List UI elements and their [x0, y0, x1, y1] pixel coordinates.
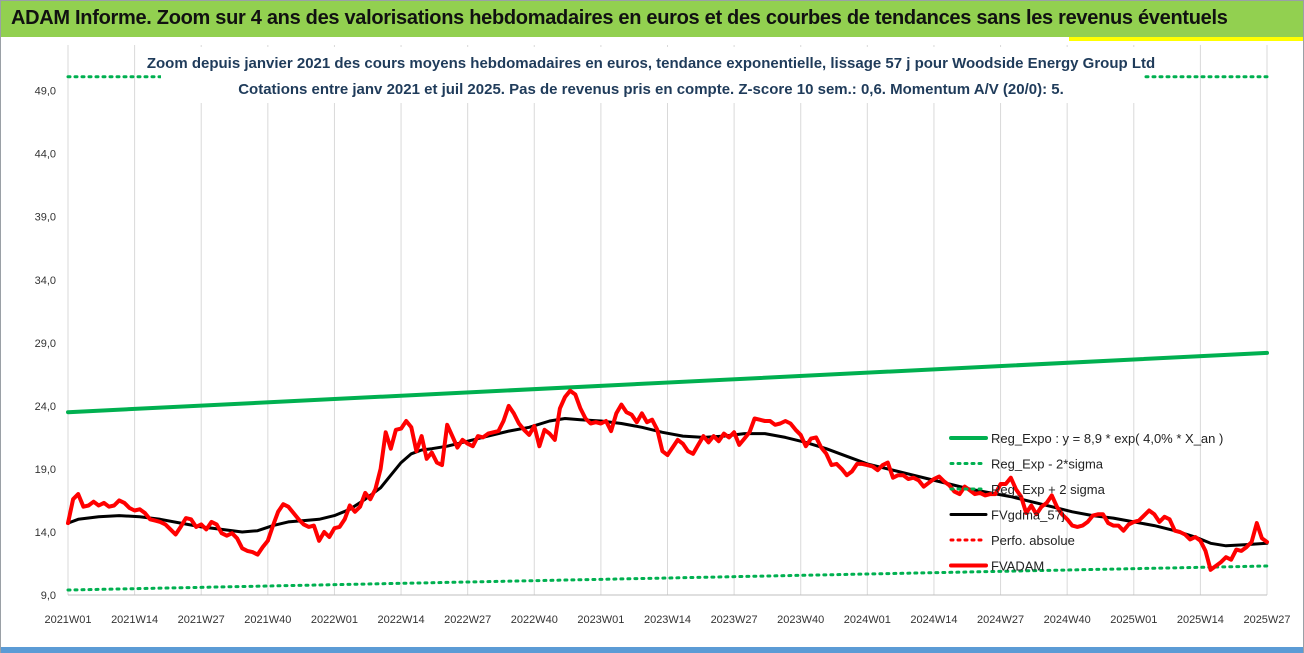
x-tick-label: 2021W14	[111, 614, 158, 626]
x-tick-label: 2022W01	[311, 614, 358, 626]
x-tick-label: 2025W01	[1110, 614, 1157, 626]
legend-label-4: Perfo. absolue	[991, 533, 1075, 548]
y-tick-label: 39,0	[35, 212, 56, 224]
series-line-0	[66, 350, 1269, 415]
line-chart: 9,0 14,0 19,0 24,0 29,0 34,0 39,0 44,0 49,0 2021…	[35, 45, 1291, 626]
grid	[67, 45, 1268, 595]
y-tick-labels: 9,0 14,0 19,0 24,0 29,0 34,0 39,0 44,0 49,0	[35, 86, 56, 602]
legend-label-2: Reg_Exp + 2 sigma	[991, 482, 1106, 497]
chart-title: Zoom depuis janvier 2021 des cours moyen…	[147, 55, 1155, 72]
x-tick-labels: 2021W01 2021W14 2021W27 2021W40 2022W01 2022W…	[44, 614, 1290, 626]
y-tick-label: 9,0	[41, 590, 56, 602]
x-tick-label: 2024W14	[910, 614, 957, 626]
chart-subtitle: Cotations entre janv 2021 et juil 2025. …	[238, 81, 1064, 98]
x-tick-label: 2024W27	[977, 614, 1024, 626]
x-tick-label: 2024W40	[1044, 614, 1091, 626]
x-tick-label: 2023W14	[644, 614, 691, 626]
x-tick-label: 2025W14	[1177, 614, 1224, 626]
x-tick-label: 2021W27	[178, 614, 225, 626]
bottom-strip	[1, 647, 1303, 653]
y-tick-label: 44,0	[35, 149, 56, 161]
x-tick-label: 2023W27	[711, 614, 758, 626]
series-line-5	[66, 388, 1269, 572]
y-tick-label: 29,0	[35, 338, 56, 350]
banner: ADAM Informe. Zoom sur 4 ans des valoris…	[1, 1, 1303, 37]
legend-label-0: Reg_Expo : y = 8,9 * exp( 4,0% * X_an )	[991, 431, 1223, 446]
y-tick-label: 24,0	[35, 401, 56, 413]
x-tick-label: 2022W40	[511, 614, 558, 626]
legend-label-3: FVgdma_57j	[991, 508, 1065, 523]
legend-label-1: Reg_Exp - 2*sigma	[991, 457, 1104, 472]
legend-label-5: FVADAM	[991, 559, 1044, 574]
x-tick-label: 2022W27	[444, 614, 491, 626]
legend: Reg_Expo : y = 8,9 * exp( 4,0% * X_an ) R…	[949, 431, 1223, 574]
x-tick-label: 2021W40	[244, 614, 291, 626]
y-tick-label: 14,0	[35, 527, 56, 539]
series	[66, 75, 1269, 592]
x-tick-label: 2025W27	[1243, 614, 1290, 626]
x-tick-label: 2023W40	[777, 614, 824, 626]
y-tick-label: 34,0	[35, 275, 56, 287]
x-tick-label: 2023W01	[577, 614, 624, 626]
y-tick-label: 49,0	[35, 86, 56, 98]
y-tick-label: 19,0	[35, 464, 56, 476]
title-box	[161, 47, 1143, 103]
accent-strip	[1069, 37, 1303, 41]
x-tick-label: 2021W01	[44, 614, 91, 626]
banner-title: ADAM Informe. Zoom sur 4 ans des valoris…	[11, 7, 1228, 29]
x-tick-label: 2024W01	[844, 614, 891, 626]
x-tick-label: 2022W14	[378, 614, 425, 626]
